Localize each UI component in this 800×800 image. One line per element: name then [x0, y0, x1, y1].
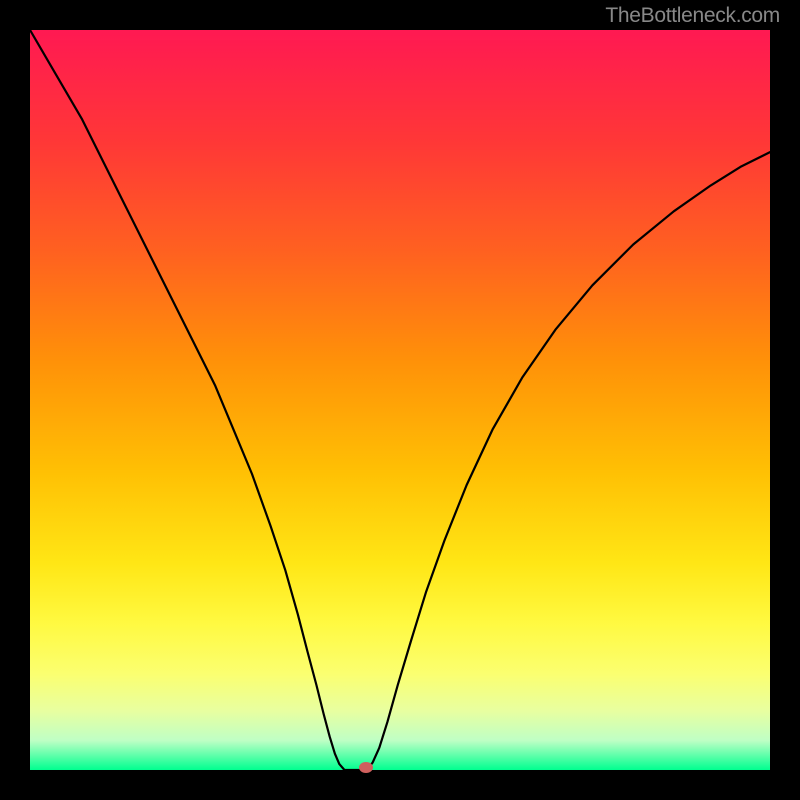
bottleneck-curve: [30, 30, 770, 770]
watermark-text: TheBottleneck.com: [605, 4, 780, 28]
curve-layer: [30, 30, 770, 770]
minimum-marker: [359, 762, 373, 773]
plot-area: [30, 30, 770, 770]
